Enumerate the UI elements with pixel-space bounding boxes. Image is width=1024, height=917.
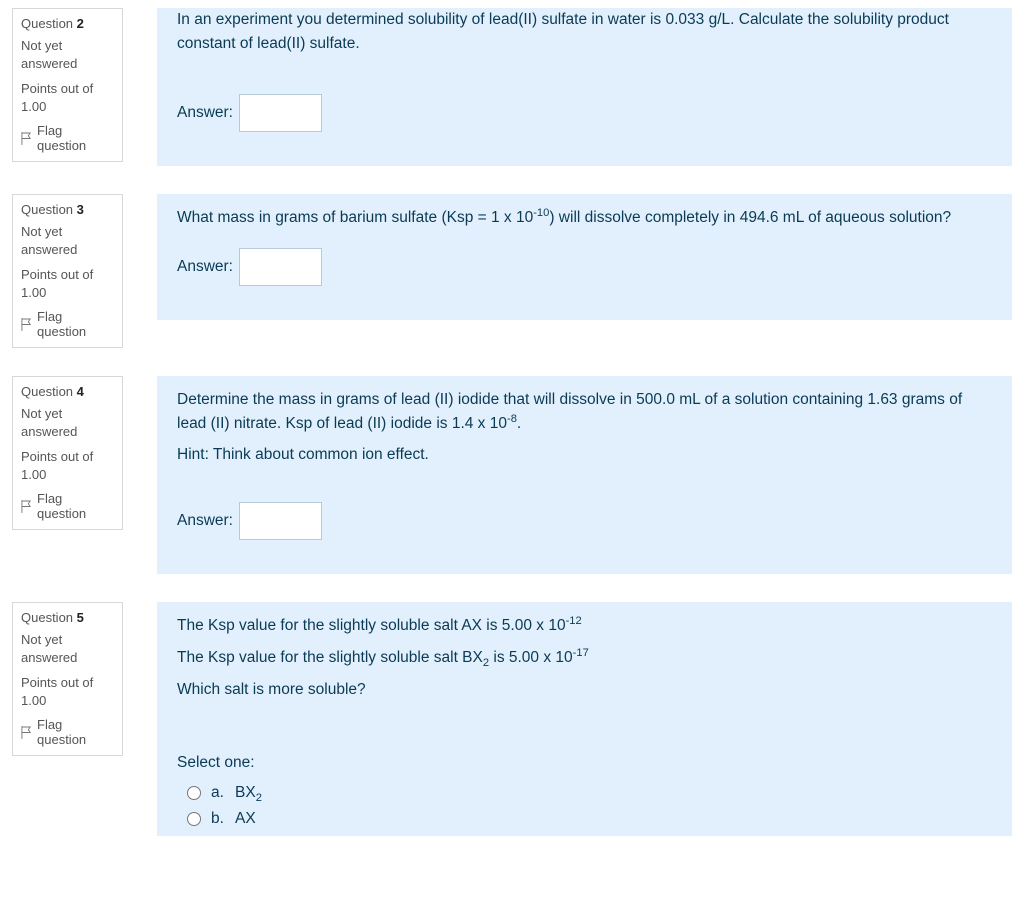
option-a-radio[interactable] bbox=[187, 786, 201, 800]
question-text-line1: The Ksp value for the slightly soluble s… bbox=[177, 614, 992, 638]
question-points: Points out of 1.00 bbox=[21, 448, 114, 483]
points-prefix: Points out of bbox=[21, 81, 93, 96]
question-hint: Hint: Think about common ion effect. bbox=[177, 446, 992, 464]
question-block-3: Question 3 Not yet answered Points out o… bbox=[12, 194, 1012, 348]
answer-label: Answer: bbox=[177, 258, 233, 276]
question-info-panel: Question 5 Not yet answered Points out o… bbox=[12, 602, 123, 756]
flag-label: Flag question bbox=[37, 309, 114, 339]
question-text-line2: The Ksp value for the slightly soluble s… bbox=[177, 646, 992, 670]
question-status: Not yet answered bbox=[21, 631, 114, 666]
question-status: Not yet answered bbox=[21, 405, 114, 440]
question-number-label: Question 3 bbox=[21, 202, 114, 217]
flag-label: Flag question bbox=[37, 717, 114, 747]
question-word: Question bbox=[21, 202, 73, 217]
question-content: The Ksp value for the slightly soluble s… bbox=[157, 602, 1012, 836]
answer-row: Answer: bbox=[177, 502, 992, 540]
question-info-panel: Question 2 Not yet answered Points out o… bbox=[12, 8, 123, 162]
question-block-4: Question 4 Not yet answered Points out o… bbox=[12, 376, 1012, 574]
question-word: Question bbox=[21, 610, 73, 625]
flag-question-link[interactable]: Flag question bbox=[21, 491, 114, 521]
select-one-label: Select one: bbox=[177, 754, 992, 772]
flag-icon bbox=[21, 318, 32, 331]
answer-input[interactable] bbox=[239, 94, 322, 132]
question-text: In an experiment you determined solubili… bbox=[177, 8, 992, 56]
flag-icon bbox=[21, 500, 32, 513]
points-prefix: Points out of bbox=[21, 675, 93, 690]
answer-label: Answer: bbox=[177, 104, 233, 122]
question-text-line3: Which salt is more soluble? bbox=[177, 678, 992, 702]
flag-question-link[interactable]: Flag question bbox=[21, 123, 114, 153]
question-text: Determine the mass in grams of lead (II)… bbox=[177, 388, 992, 436]
question-block-5: Question 5 Not yet answered Points out o… bbox=[12, 602, 1012, 836]
answer-row: Answer: bbox=[177, 94, 992, 132]
answer-label: Answer: bbox=[177, 512, 233, 530]
question-info-panel: Question 4 Not yet answered Points out o… bbox=[12, 376, 123, 530]
question-content: What mass in grams of barium sulfate (Ks… bbox=[157, 194, 1012, 320]
flag-icon bbox=[21, 726, 32, 739]
question-number: 4 bbox=[77, 384, 84, 399]
question-content: Determine the mass in grams of lead (II)… bbox=[157, 376, 1012, 574]
question-content: In an experiment you determined solubili… bbox=[157, 8, 1012, 166]
question-number: 5 bbox=[77, 610, 84, 625]
option-b-letter: b. bbox=[211, 810, 235, 828]
flag-question-link[interactable]: Flag question bbox=[21, 717, 114, 747]
option-a[interactable]: a. BX2 bbox=[177, 780, 992, 806]
question-number-label: Question 4 bbox=[21, 384, 114, 399]
flag-label: Flag question bbox=[37, 123, 114, 153]
points-prefix: Points out of bbox=[21, 449, 93, 464]
question-points: Points out of 1.00 bbox=[21, 674, 114, 709]
points-value: 1.00 bbox=[21, 285, 46, 300]
question-block-2: Question 2 Not yet answered Points out o… bbox=[12, 8, 1012, 166]
option-a-text: BX2 bbox=[235, 784, 262, 802]
question-word: Question bbox=[21, 16, 73, 31]
question-number-label: Question 2 bbox=[21, 16, 114, 31]
question-points: Points out of 1.00 bbox=[21, 80, 114, 115]
flag-icon bbox=[21, 132, 32, 145]
flag-label: Flag question bbox=[37, 491, 114, 521]
question-text: What mass in grams of barium sulfate (Ks… bbox=[177, 206, 992, 230]
option-a-letter: a. bbox=[211, 784, 235, 802]
answer-input[interactable] bbox=[239, 502, 322, 540]
flag-question-link[interactable]: Flag question bbox=[21, 309, 114, 339]
points-prefix: Points out of bbox=[21, 267, 93, 282]
option-b-radio[interactable] bbox=[187, 812, 201, 826]
points-value: 1.00 bbox=[21, 693, 46, 708]
answer-row: Answer: bbox=[177, 248, 992, 286]
points-value: 1.00 bbox=[21, 467, 46, 482]
quiz-container: Question 2 Not yet answered Points out o… bbox=[0, 0, 1024, 836]
question-number: 3 bbox=[77, 202, 84, 217]
question-status: Not yet answered bbox=[21, 37, 114, 72]
points-value: 1.00 bbox=[21, 99, 46, 114]
question-word: Question bbox=[21, 384, 73, 399]
question-info-panel: Question 3 Not yet answered Points out o… bbox=[12, 194, 123, 348]
option-b-text: AX bbox=[235, 810, 256, 828]
question-status: Not yet answered bbox=[21, 223, 114, 258]
question-points: Points out of 1.00 bbox=[21, 266, 114, 301]
answer-input[interactable] bbox=[239, 248, 322, 286]
question-number-label: Question 5 bbox=[21, 610, 114, 625]
option-b[interactable]: b. AX bbox=[177, 806, 992, 832]
question-number: 2 bbox=[77, 16, 84, 31]
